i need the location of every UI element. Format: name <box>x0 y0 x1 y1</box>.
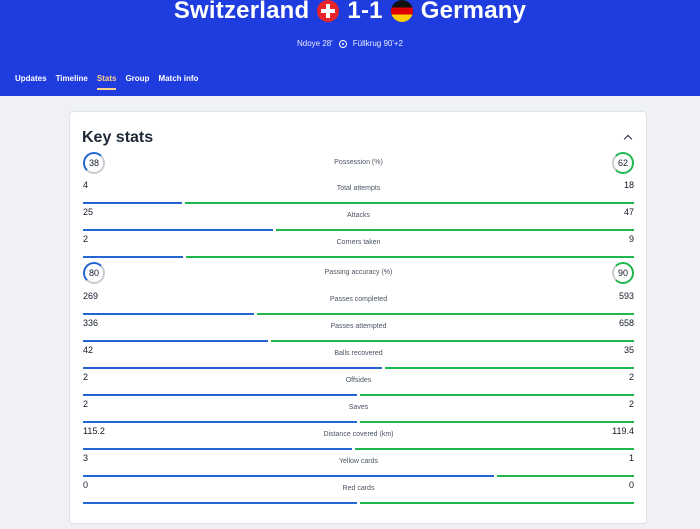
stat-label: Saves <box>348 404 369 411</box>
right-stat-bar <box>360 502 634 504</box>
right-stat-bar <box>186 256 634 258</box>
left-stat-value: 25 <box>83 207 94 217</box>
right-stat-value: 18 <box>623 180 634 190</box>
stat-row: Possession (%) 38 62 <box>83 152 634 179</box>
left-stat-value: 2 <box>83 399 89 409</box>
right-stat-value: 1 <box>628 453 634 463</box>
tab-updates[interactable]: Updates <box>15 74 47 83</box>
left-stat-bar <box>83 313 254 315</box>
scorers: Ndoye 28' Füllkrug 90'+2 <box>0 39 700 48</box>
germany-flag-icon <box>390 0 413 22</box>
stat-row: Saves 2 2 <box>83 397 634 424</box>
tab-timeline[interactable]: Timeline <box>55 74 88 83</box>
stat-label: Possession (%) <box>334 159 383 166</box>
right-stat-bar <box>360 421 634 423</box>
left-stat-bar <box>83 202 182 204</box>
left-stat-bar <box>83 448 352 450</box>
right-stat-bar <box>360 394 634 396</box>
stat-row: Attacks 25 47 <box>83 205 634 232</box>
left-stat-bar <box>83 367 382 369</box>
left-stat-value: 115.2 <box>83 426 105 436</box>
left-stat-value: 336 <box>83 318 99 328</box>
right-stat-bar <box>257 313 634 315</box>
left-stat-bar <box>83 256 183 258</box>
left-stat-value: 2 <box>83 234 89 244</box>
right-stat-bar <box>385 367 634 369</box>
stat-label: Balls recovered <box>334 350 383 357</box>
left-stat-value: 269 <box>83 291 99 301</box>
stat-label: Total attempts <box>336 185 381 192</box>
left-stat-value: 2 <box>83 372 89 382</box>
away-scorer: Füllkrug 90'+2 <box>352 39 403 48</box>
left-stat-bar <box>83 229 273 231</box>
right-stat-value: 593 <box>618 291 634 301</box>
left-stat-bar <box>83 421 357 423</box>
right-stat-value: 119.4 <box>612 426 634 436</box>
left-stat-value: 4 <box>83 180 89 190</box>
right-stat-bar <box>497 475 634 477</box>
left-stat-value: 0 <box>83 480 89 490</box>
stat-row: Red cards 0 0 <box>83 478 634 505</box>
stat-label: Offsides <box>345 377 372 384</box>
score: 1-1 <box>347 0 383 24</box>
key-stats-card: Key stats Possession (%) 38 62 Total attemp… <box>69 111 647 524</box>
stat-label: Passes completed <box>329 296 388 303</box>
left-stat-bar <box>83 475 494 477</box>
stat-label: Passes attempted <box>330 323 387 330</box>
left-stat-value: 42 <box>83 345 94 355</box>
switzerland-flag-icon <box>317 0 340 22</box>
stat-label: Corners taken <box>336 239 381 246</box>
stat-row: Offsides 2 2 <box>83 370 634 397</box>
right-percentage-ring: 62 <box>612 152 634 174</box>
stat-label: Distance covered (km) <box>323 431 394 438</box>
away-team-name[interactable]: Germany <box>420 0 527 24</box>
left-stat-value: 3 <box>83 453 89 463</box>
stat-row: Passes completed 269 593 <box>83 289 634 316</box>
left-percentage-ring: 80 <box>83 262 105 284</box>
right-stat-bar <box>185 202 634 204</box>
stat-row: Corners taken 2 9 <box>83 232 634 259</box>
tab-stats[interactable]: Stats <box>96 74 117 90</box>
stat-row: Passing accuracy (%) 80 90 <box>83 262 634 289</box>
stat-label: Yellow cards <box>338 458 379 465</box>
right-stat-bar <box>271 340 634 342</box>
card-title: Key stats <box>82 129 154 146</box>
left-stat-bar <box>83 394 357 396</box>
left-stat-bar <box>83 502 357 504</box>
chevron-up-icon[interactable] <box>623 134 633 144</box>
stat-label: Passing accuracy (%) <box>324 269 393 276</box>
stat-row: Total attempts 4 18 <box>83 178 634 205</box>
right-stat-value: 35 <box>623 345 634 355</box>
left-percentage-ring: 38 <box>83 152 105 174</box>
right-stat-value: 2 <box>628 399 634 409</box>
right-stat-value: 47 <box>623 207 634 217</box>
home-team-name[interactable]: Switzerland <box>173 0 310 24</box>
stat-row: Balls recovered 42 35 <box>83 343 634 370</box>
left-stat-bar <box>83 340 268 342</box>
right-stat-value: 9 <box>628 234 634 244</box>
home-scorer: Ndoye 28' <box>296 39 333 48</box>
stat-label: Attacks <box>347 212 370 219</box>
right-percentage-ring: 90 <box>612 262 634 284</box>
right-stat-bar <box>355 448 634 450</box>
scoreline: Switzerland 1-1 Germany <box>0 0 700 25</box>
right-stat-bar <box>276 229 634 231</box>
tab-match-info[interactable]: Match info <box>158 74 199 83</box>
stat-row: Passes attempted 336 658 <box>83 316 634 343</box>
stat-row: Distance covered (km) 115.2 119.4 <box>83 424 634 451</box>
stat-label: Red cards <box>342 485 375 492</box>
right-stat-value: 0 <box>628 480 634 490</box>
stat-row: Yellow cards 3 1 <box>83 451 634 478</box>
tab-group[interactable]: Group <box>125 74 150 83</box>
right-stat-value: 658 <box>618 318 634 328</box>
football-icon <box>338 39 347 48</box>
match-tabs: Updates Timeline Stats Group Match info <box>15 74 198 90</box>
right-stat-value: 2 <box>628 372 634 382</box>
match-header: Switzerland 1-1 Germany Ndoye 28' Füllkr… <box>0 0 700 96</box>
